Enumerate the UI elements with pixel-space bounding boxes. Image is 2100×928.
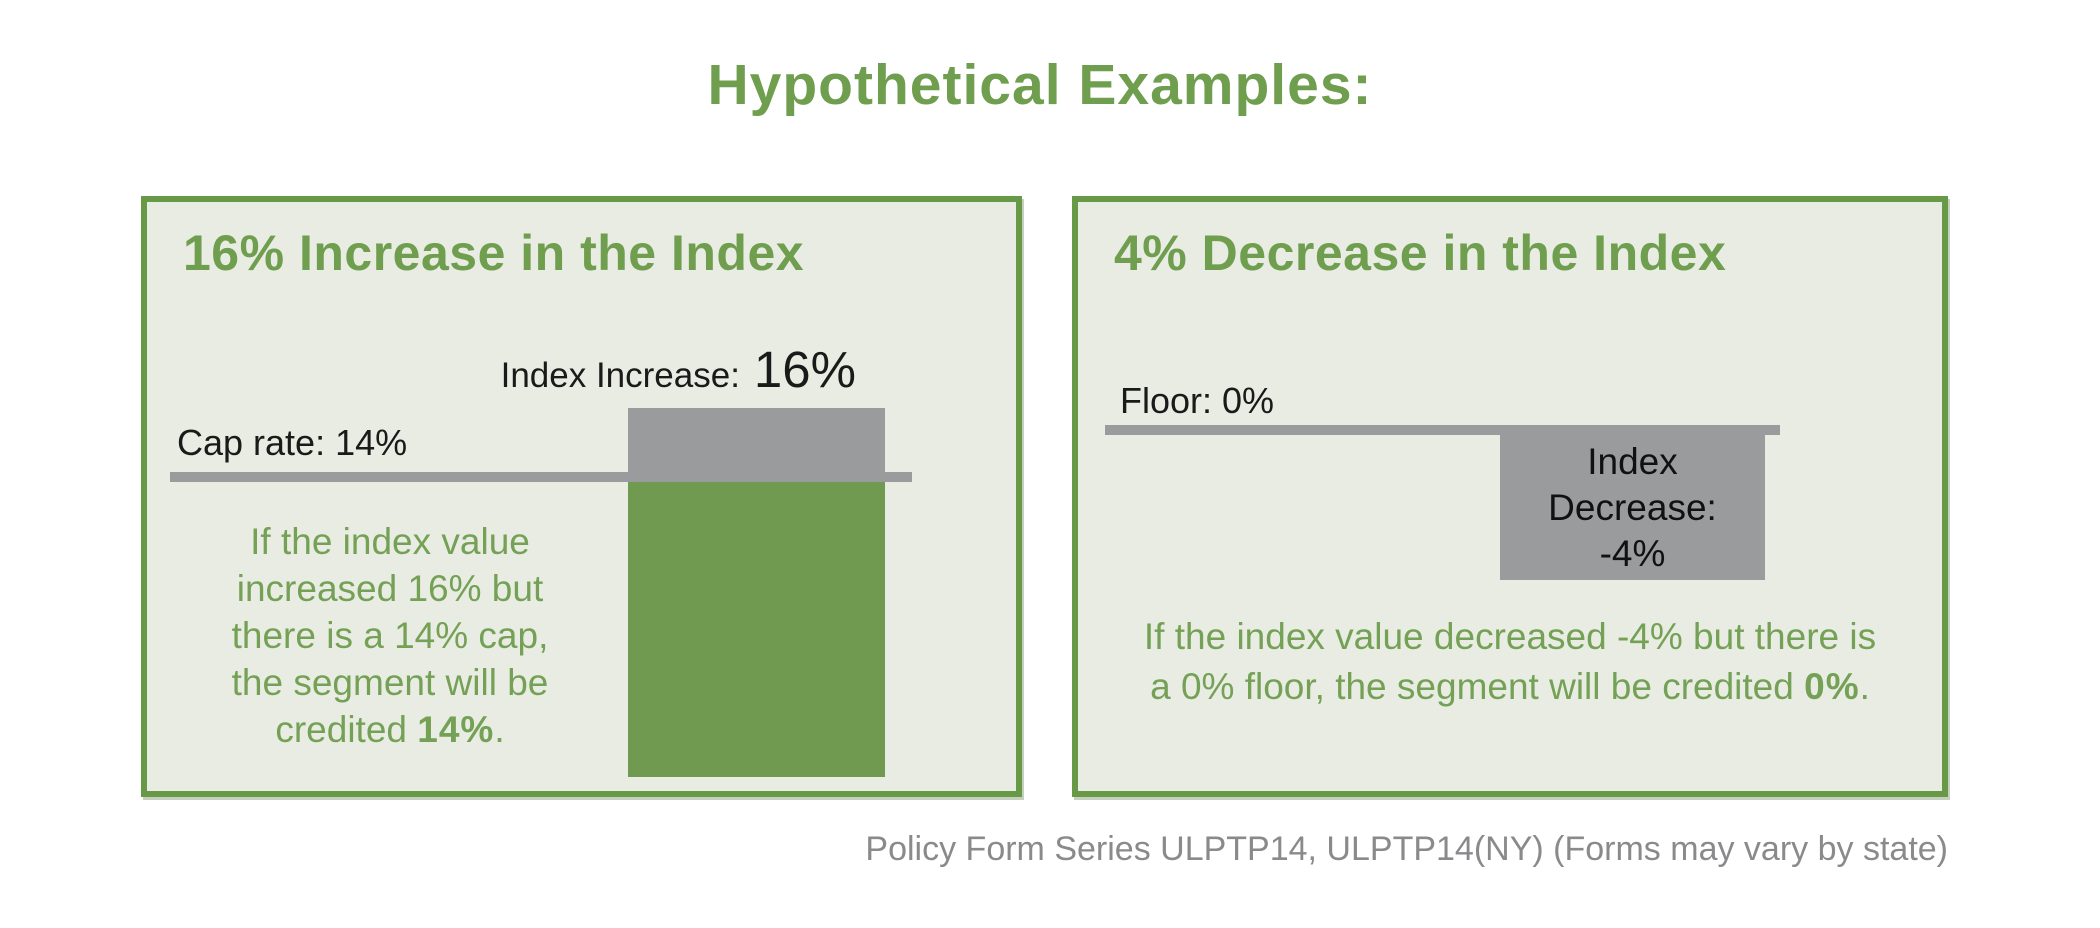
decrease-example-panel: 4% Decrease in the Index Floor: 0% Index… [1072, 196, 1948, 797]
cap-rate-label: Cap rate: 14% [177, 422, 408, 463]
body-line: there is a 14% cap, [231, 615, 549, 656]
body-line: a 0% floor, the segment will be credited [1150, 666, 1805, 707]
decrease-panel-heading: 4% Decrease in the Index [1114, 225, 1727, 281]
body-line: If the index value [250, 521, 530, 562]
body-line: increased 16% but [236, 568, 544, 609]
floor-line [1105, 425, 1780, 435]
body-line: the segment will be [231, 662, 549, 703]
floor-label: Floor: 0% [1120, 380, 1275, 421]
index-decrease-label: Index Decrease: [1548, 440, 1717, 528]
body-period: . [494, 709, 505, 750]
policy-form-footer: Policy Form Series ULPTP14, ULPTP14(NY) … [865, 830, 1948, 868]
index-decrease-value: -4% [1599, 532, 1666, 574]
body-line: credited [275, 709, 418, 750]
body-period: . [1859, 666, 1870, 707]
body-line: If the index value decreased -4% but the… [1143, 616, 1877, 657]
index-increase-label-row: Index Increase: 16% [501, 340, 856, 399]
cap-rate-line [170, 472, 912, 482]
increase-panel-heading: 16% Increase in the Index [183, 225, 805, 281]
index-increase-value: 16% [753, 341, 856, 398]
page-title: Hypothetical Examples: [707, 53, 1373, 117]
credited-segment-bar [628, 482, 885, 777]
increase-panel-body-text: If the index value increased 16% but the… [207, 518, 573, 753]
credited-value-bold: 0% [1804, 666, 1860, 707]
index-increase-bar-above-cap [628, 408, 885, 472]
index-decrease-box: Index Decrease: -4% [1500, 435, 1765, 580]
credited-value-bold: 14% [417, 709, 495, 750]
increase-example-panel: 16% Increase in the Index Index Increase… [141, 196, 1022, 797]
decrease-panel-body-text: If the index value decreased -4% but the… [1078, 612, 1942, 712]
index-increase-label: Index Increase: [500, 356, 740, 395]
